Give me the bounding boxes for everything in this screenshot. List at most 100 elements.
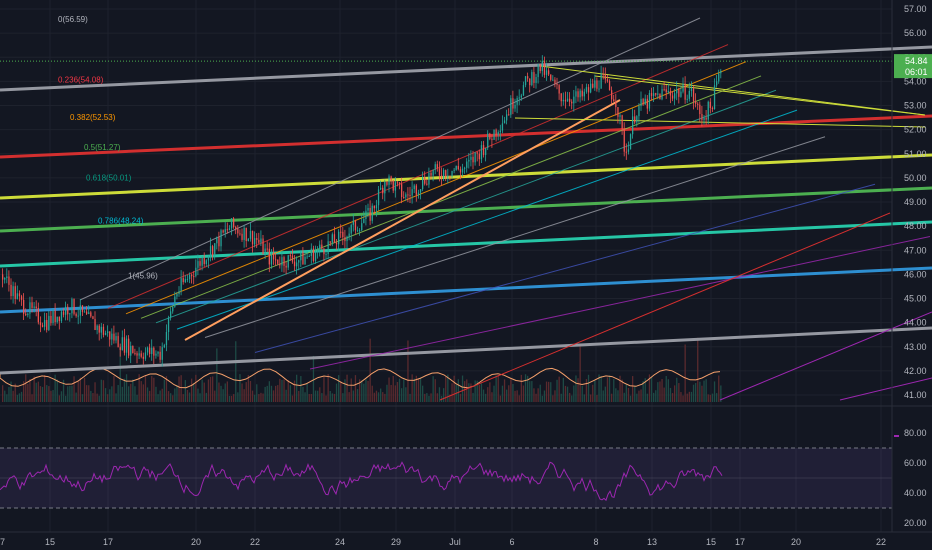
volume-bar: [608, 375, 611, 402]
volume-bar: [716, 393, 718, 402]
candle-body: [636, 116, 638, 123]
rsi-line: [0, 461, 723, 502]
volume-bar: [258, 394, 260, 402]
volume-bar: [642, 381, 644, 402]
volume-bar: [363, 383, 365, 402]
volume-bar: [277, 385, 279, 402]
volume-bar: [352, 390, 354, 402]
volume-bar: [485, 393, 487, 402]
time-tick-label: 17: [735, 537, 745, 547]
volume-bar: [125, 374, 128, 402]
candle-body: [558, 85, 560, 94]
volume-bar: [157, 394, 159, 402]
candle-body: [493, 129, 495, 140]
candle-body: [590, 83, 592, 93]
volume-bar: [155, 386, 157, 402]
volume-bar: [331, 393, 333, 402]
volume-bar: [520, 374, 522, 402]
volume-bar: [522, 385, 525, 402]
fib-channel-line: [309, 236, 931, 370]
candle-body: [130, 345, 132, 356]
candle-body: [445, 170, 447, 178]
volume-bar: [48, 386, 50, 402]
volume-bar: [558, 376, 560, 402]
candle-body: [386, 181, 388, 185]
candle-body: [676, 89, 678, 94]
volume-bar: [478, 384, 480, 402]
volume-bar: [46, 385, 48, 402]
candle-body: [686, 98, 688, 100]
volume-bar: [111, 386, 113, 402]
volume-bar: [279, 378, 281, 402]
volume-bar: [306, 383, 308, 402]
volume-bar: [636, 393, 638, 402]
candle-body: [508, 114, 510, 116]
candle-body: [375, 205, 378, 209]
volume-bar: [657, 382, 659, 402]
volume-bar: [75, 392, 77, 402]
volume-bar: [575, 375, 577, 402]
candle-body: [430, 172, 432, 176]
fib-level-label: 0(56.59): [58, 15, 88, 24]
volume-bar: [720, 385, 722, 402]
triangle-upper-line: [539, 65, 926, 116]
candle-body: [545, 70, 548, 75]
volume-bar: [54, 374, 56, 402]
volume-bar: [587, 374, 590, 402]
candle-body: [701, 114, 703, 121]
grid-lines: [0, 0, 892, 532]
volume-bar: [447, 374, 449, 402]
volume-bar: [644, 378, 646, 402]
candle-body: [711, 107, 714, 110]
candle-body: [33, 306, 35, 308]
candle-body: [684, 83, 686, 100]
volume-bar: [674, 385, 676, 402]
volume-bar: [83, 377, 86, 402]
candle-body: [575, 91, 577, 97]
candle-body: [31, 302, 33, 308]
volume-bar: [396, 381, 399, 402]
candle-body: [665, 89, 667, 93]
volume-bar: [398, 378, 401, 402]
volume-bar: [201, 379, 203, 402]
candle-body: [541, 61, 543, 71]
time-tick-label: 29: [391, 537, 401, 547]
volume-bar: [606, 377, 609, 402]
volume-bar: [159, 390, 161, 402]
volume-bar: [119, 345, 121, 402]
volume-bar: [209, 376, 212, 402]
fib-channel-line: [79, 17, 701, 301]
candle-body: [174, 296, 176, 307]
candle-body: [566, 98, 569, 102]
candle-body: [224, 229, 226, 233]
candle-body: [369, 207, 371, 221]
fib-channel-line: [155, 89, 777, 324]
candle-body: [365, 210, 367, 220]
volume-bar: [161, 388, 163, 402]
volume-bar: [443, 388, 445, 402]
candle-body: [18, 293, 21, 297]
volume-bar: [627, 387, 630, 402]
candle-body: [608, 81, 611, 91]
volume-bar: [373, 392, 375, 402]
price-tick-label: 47.00: [904, 245, 927, 255]
volume-bar: [104, 388, 107, 402]
candle-body: [632, 116, 634, 135]
volume-bar: [39, 386, 42, 402]
candle-body: [321, 244, 323, 249]
candle-body: [119, 347, 121, 350]
volume-bar: [182, 394, 184, 402]
volume-bar: [170, 393, 172, 402]
candle-body: [111, 333, 113, 340]
candle-body: [634, 116, 636, 123]
volume-bar: [228, 395, 231, 402]
volume-bar: [214, 390, 216, 402]
candle-body: [300, 252, 302, 261]
candle-body: [81, 305, 84, 312]
volume-bar: [556, 379, 558, 402]
volume-bar: [163, 379, 165, 402]
candle-body: [625, 151, 627, 153]
volume-bar: [692, 384, 695, 402]
